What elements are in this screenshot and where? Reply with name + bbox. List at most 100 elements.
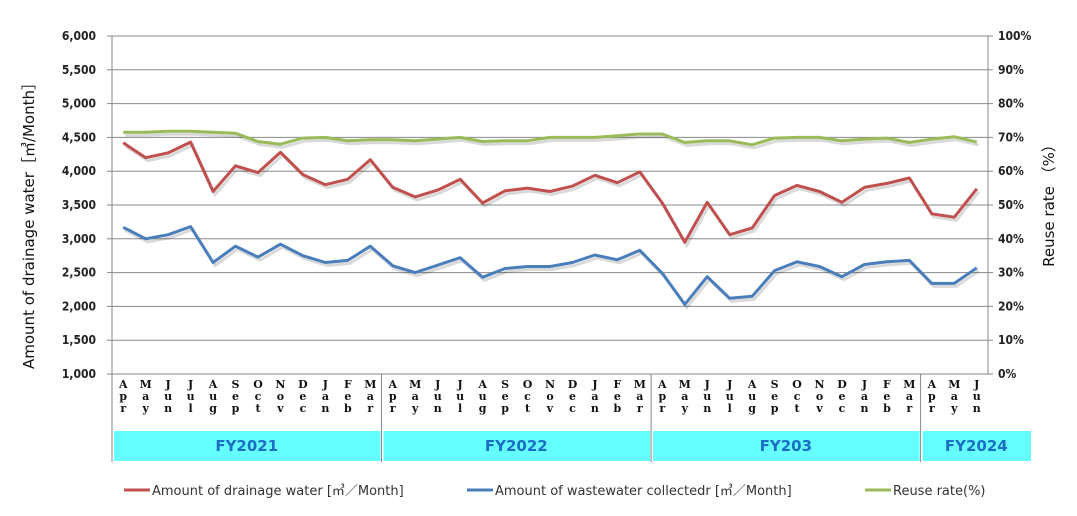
- x-tick-label-letter: a: [412, 390, 419, 403]
- y-tick-label: 1,500: [62, 333, 96, 347]
- y-tick-label: 2,500: [62, 266, 96, 280]
- x-tick-label-letter: v: [546, 402, 554, 415]
- x-tick-label-letter: J: [861, 378, 867, 391]
- x-tick-label-letter: F: [883, 378, 891, 391]
- x-tick-label-letter: c: [300, 402, 307, 415]
- x-tick-label-letter: y: [141, 402, 149, 415]
- y-tick-label: 5,000: [62, 97, 96, 111]
- y2-tick-label: 0%: [998, 367, 1017, 381]
- series-shadow: [124, 227, 980, 310]
- x-tick-label-letter: l: [458, 402, 462, 415]
- x-tick-label-letter: u: [187, 390, 195, 403]
- y-tick-label: 3,000: [62, 232, 96, 246]
- y2-tick-label: 30%: [998, 266, 1024, 280]
- x-tick-label-letter: e: [502, 390, 509, 403]
- series-shadow: [124, 143, 980, 249]
- y2-tick-label: 10%: [998, 333, 1024, 347]
- x-tick-label-letter: a: [367, 390, 374, 403]
- x-tick-label-letter: r: [906, 402, 912, 415]
- x-tick-label-letter: y: [411, 402, 419, 415]
- x-tick-label-letter: M: [409, 378, 421, 391]
- x-tick-label-letter: l: [728, 402, 732, 415]
- x-tick-label-letter: J: [187, 378, 193, 391]
- x-tick-label-letter: g: [748, 402, 756, 415]
- y-tick-label: 2,000: [62, 299, 96, 313]
- fiscal-year-label: FY2021: [215, 437, 278, 455]
- x-tick-label-letter: e: [614, 390, 621, 403]
- x-tick-label-letter: a: [906, 390, 913, 403]
- x-tick-label-letter: u: [748, 390, 756, 403]
- fiscal-year-label: FY203: [760, 437, 812, 455]
- x-tick-label-letter: O: [792, 378, 802, 391]
- x-tick-label-letter: r: [659, 402, 665, 415]
- fiscal-year-band: [922, 431, 1031, 461]
- x-tick-label-letter: u: [456, 390, 464, 403]
- x-tick-label-letter: M: [679, 378, 691, 391]
- y-tick-label: 4,000: [62, 164, 96, 178]
- x-tick-label-letter: n: [321, 402, 329, 415]
- x-tick-label-letter: J: [726, 378, 732, 391]
- y2-tick-label: 70%: [998, 130, 1024, 144]
- x-tick-label-letter: o: [816, 390, 823, 403]
- series-line-1: [122, 225, 978, 306]
- x-tick-label-letter: A: [747, 378, 757, 391]
- x-tick-label-letter: A: [477, 378, 487, 391]
- x-tick-label-letter: a: [636, 390, 643, 403]
- y-tick-label: 5,500: [62, 63, 96, 77]
- legend-label: Reuse rate(%): [893, 484, 986, 499]
- x-tick-label-letter: M: [140, 378, 152, 391]
- x-tick-label-letter: v: [815, 402, 823, 415]
- x-tick-label-letter: J: [704, 378, 710, 391]
- x-tick-label-letter: M: [903, 378, 915, 391]
- x-tick-label-letter: u: [479, 390, 487, 403]
- x-tick-label-letter: u: [164, 390, 172, 403]
- x-tick-label-letter: t: [255, 402, 261, 415]
- x-tick-label-letter: a: [951, 390, 958, 403]
- x-tick-label-letter: A: [208, 378, 218, 391]
- x-tick-label-letter: n: [703, 402, 711, 415]
- x-tick-label-letter: u: [973, 390, 981, 403]
- x-tick-label-letter: O: [253, 378, 263, 391]
- x-tick-label-letter: c: [569, 402, 576, 415]
- x-tick-label-letter: v: [276, 402, 284, 415]
- x-tick-label-letter: p: [501, 402, 509, 415]
- x-tick-label-letter: u: [726, 390, 734, 403]
- x-tick-label-letter: J: [591, 378, 597, 391]
- x-tick-label-letter: S: [501, 378, 509, 391]
- x-tick-label-letter: u: [209, 390, 217, 403]
- fiscal-year-label: FY2024: [945, 437, 1008, 455]
- x-tick-label-letter: e: [344, 390, 351, 403]
- x-tick-label-letter: a: [861, 390, 868, 403]
- x-tick-label-letter: n: [434, 402, 442, 415]
- x-tick-label-letter: N: [545, 378, 555, 391]
- x-tick-label-letter: D: [298, 378, 308, 391]
- x-tick-label-letter: a: [591, 390, 598, 403]
- x-tick-label-letter: J: [165, 378, 171, 391]
- x-tick-label-letter: p: [928, 390, 936, 403]
- x-tick-label-letter: F: [613, 378, 621, 391]
- y-tick-label: 3,500: [62, 198, 96, 212]
- x-tick-label-letter: D: [568, 378, 578, 391]
- x-tick-label-letter: p: [232, 402, 240, 415]
- fiscal-year-band: [383, 431, 651, 461]
- x-tick-label-letter: y: [950, 402, 958, 415]
- x-tick-label-letter: e: [232, 390, 239, 403]
- x-tick-label-letter: b: [344, 402, 352, 415]
- x-tick-label-letter: A: [118, 378, 128, 391]
- x-tick-label-letter: b: [614, 402, 622, 415]
- y-axis-title: Amount of drainage water［㎥/Month］: [20, 75, 38, 369]
- series-shadow: [125, 132, 980, 150]
- x-tick-label-letter: M: [634, 378, 646, 391]
- x-tick-label-letter: e: [771, 390, 778, 403]
- x-tick-label-letter: r: [390, 402, 396, 415]
- x-tick-label-letter: o: [277, 390, 284, 403]
- x-tick-label-letter: N: [815, 378, 825, 391]
- y2-tick-label: 100%: [998, 29, 1032, 43]
- x-tick-label-letter: r: [637, 402, 643, 415]
- x-tick-label-letter: a: [681, 390, 688, 403]
- fiscal-year-band: [114, 431, 381, 461]
- x-tick-label-letter: p: [119, 390, 127, 403]
- y2-tick-label: 40%: [998, 232, 1024, 246]
- x-tick-label-letter: J: [434, 378, 440, 391]
